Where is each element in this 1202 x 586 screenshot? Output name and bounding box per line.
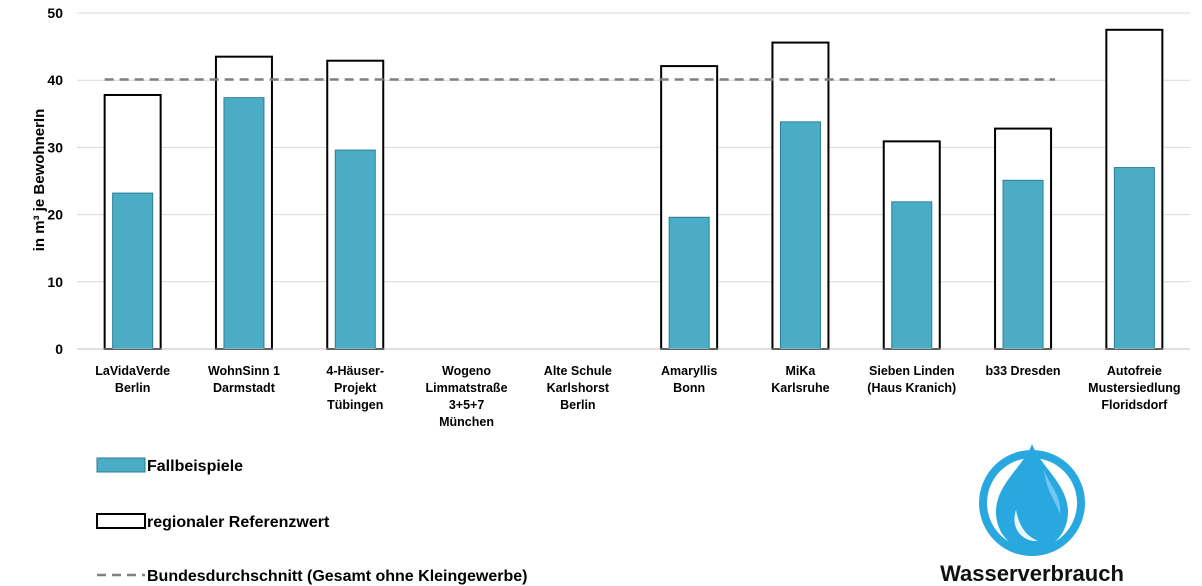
legend-swatch-fallbeispiele (96, 457, 146, 473)
legend-item-bundesdurchschnitt: Bundesdurchschnitt (Gesamt ohne Kleingew… (97, 568, 528, 585)
bar-fallbeispiel (1113, 167, 1155, 350)
water-drop-icon (979, 444, 1085, 556)
x-category-label: LaVidaVerde Berlin (95, 364, 170, 395)
legend-swatch-referenzwert (96, 513, 146, 529)
x-category-label: Sieben Linden (Haus Kranich) (867, 364, 956, 395)
axes: 0 10 20 30 40 50 LaVidaVerde Berlin WohnSinn 1 Da… (47, 5, 1190, 429)
y-tick-label: 40 (47, 72, 63, 88)
x-category-label: MiKa Karlsruhe (771, 364, 829, 395)
x-category-label: WohnSinn 1 Darmstadt (208, 364, 280, 395)
y-tick-label: 0 (55, 341, 63, 357)
x-category-label: b33 Dresden (986, 364, 1061, 378)
y-axis-label: in m³ je BewohnerIn (31, 109, 48, 252)
legend-label-referenzwert: regionaler Referenzwert (147, 514, 330, 531)
x-category-label: 4-Häuser-Projekt Tübingen (326, 364, 384, 412)
logo-caption: Wasserverbrauch (940, 561, 1124, 586)
logo: Wasserverbrauch (940, 444, 1124, 586)
y-tick-label: 20 (47, 207, 63, 223)
bar-fallbeispiel (891, 201, 933, 350)
bar-fallbeispiel (779, 121, 821, 350)
y-tick-label: 50 (47, 5, 63, 21)
legend-label-bundesdurchschnitt: Bundesdurchschnitt (Gesamt ohne Kleingew… (147, 568, 528, 585)
legend: Fallbeispiele regionaler Referenzwert Bu… (96, 457, 528, 585)
bar-fallbeispiel (223, 97, 265, 350)
bar-fallbeispiel (334, 149, 376, 350)
bars (103, 28, 1164, 351)
legend-item-fallbeispiele: Fallbeispiele (96, 457, 243, 475)
y-tick-label: 10 (47, 274, 63, 290)
x-category-label: Amaryllis Bonn (661, 364, 717, 395)
x-category-label: Autofreie Mustersiedlung Floridsdorf (1088, 364, 1180, 412)
bar-fallbeispiel (112, 192, 154, 350)
y-tick-label: 30 (47, 139, 63, 155)
bar-fallbeispiel (668, 216, 710, 350)
x-category-label: Wogeno Limmatstraße 3+5+7 München (426, 364, 508, 429)
bar-fallbeispiel (1002, 179, 1044, 350)
x-category-label: Alte Schule Karlshorst Berlin (544, 364, 612, 412)
legend-item-referenzwert: regionaler Referenzwert (96, 513, 330, 531)
legend-label-fallbeispiele: Fallbeispiele (147, 458, 243, 475)
